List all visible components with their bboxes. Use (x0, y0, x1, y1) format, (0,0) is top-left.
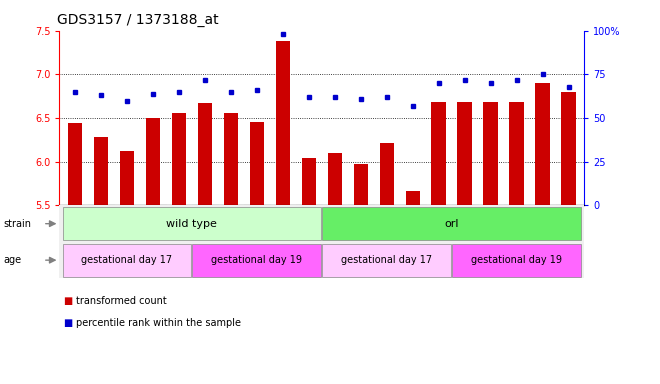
Text: transformed count: transformed count (76, 296, 166, 306)
FancyBboxPatch shape (322, 207, 581, 240)
FancyBboxPatch shape (63, 207, 321, 240)
FancyBboxPatch shape (452, 244, 581, 276)
Bar (94, 137, 108, 205)
Bar (68, 123, 82, 205)
Text: gestational day 17: gestational day 17 (341, 255, 432, 265)
Bar (535, 83, 550, 205)
Text: gestational day 19: gestational day 19 (471, 255, 562, 265)
Bar (457, 103, 472, 205)
Text: percentile rank within the sample: percentile rank within the sample (76, 318, 241, 328)
Bar (379, 142, 394, 205)
Text: ■: ■ (63, 296, 72, 306)
Bar (120, 151, 134, 205)
Bar (224, 113, 238, 205)
Bar (405, 190, 420, 205)
Text: GDS3157 / 1373188_at: GDS3157 / 1373188_at (57, 13, 218, 26)
Bar (249, 122, 264, 205)
Bar (354, 164, 368, 205)
Bar (510, 103, 523, 205)
Bar (276, 41, 290, 205)
Bar (483, 103, 498, 205)
Text: wild type: wild type (166, 218, 217, 229)
Text: ■: ■ (63, 318, 72, 328)
Text: gestational day 19: gestational day 19 (211, 255, 302, 265)
Text: orl: orl (444, 218, 459, 229)
FancyBboxPatch shape (322, 244, 451, 276)
Text: age: age (3, 255, 21, 265)
Bar (302, 158, 316, 205)
Bar (327, 153, 342, 205)
Bar (562, 92, 576, 205)
Text: gestational day 17: gestational day 17 (81, 255, 172, 265)
Bar (198, 103, 212, 205)
FancyBboxPatch shape (193, 244, 321, 276)
Bar (172, 113, 186, 205)
FancyBboxPatch shape (63, 244, 191, 276)
Bar (146, 118, 160, 205)
Bar (432, 103, 446, 205)
Text: strain: strain (3, 218, 31, 229)
